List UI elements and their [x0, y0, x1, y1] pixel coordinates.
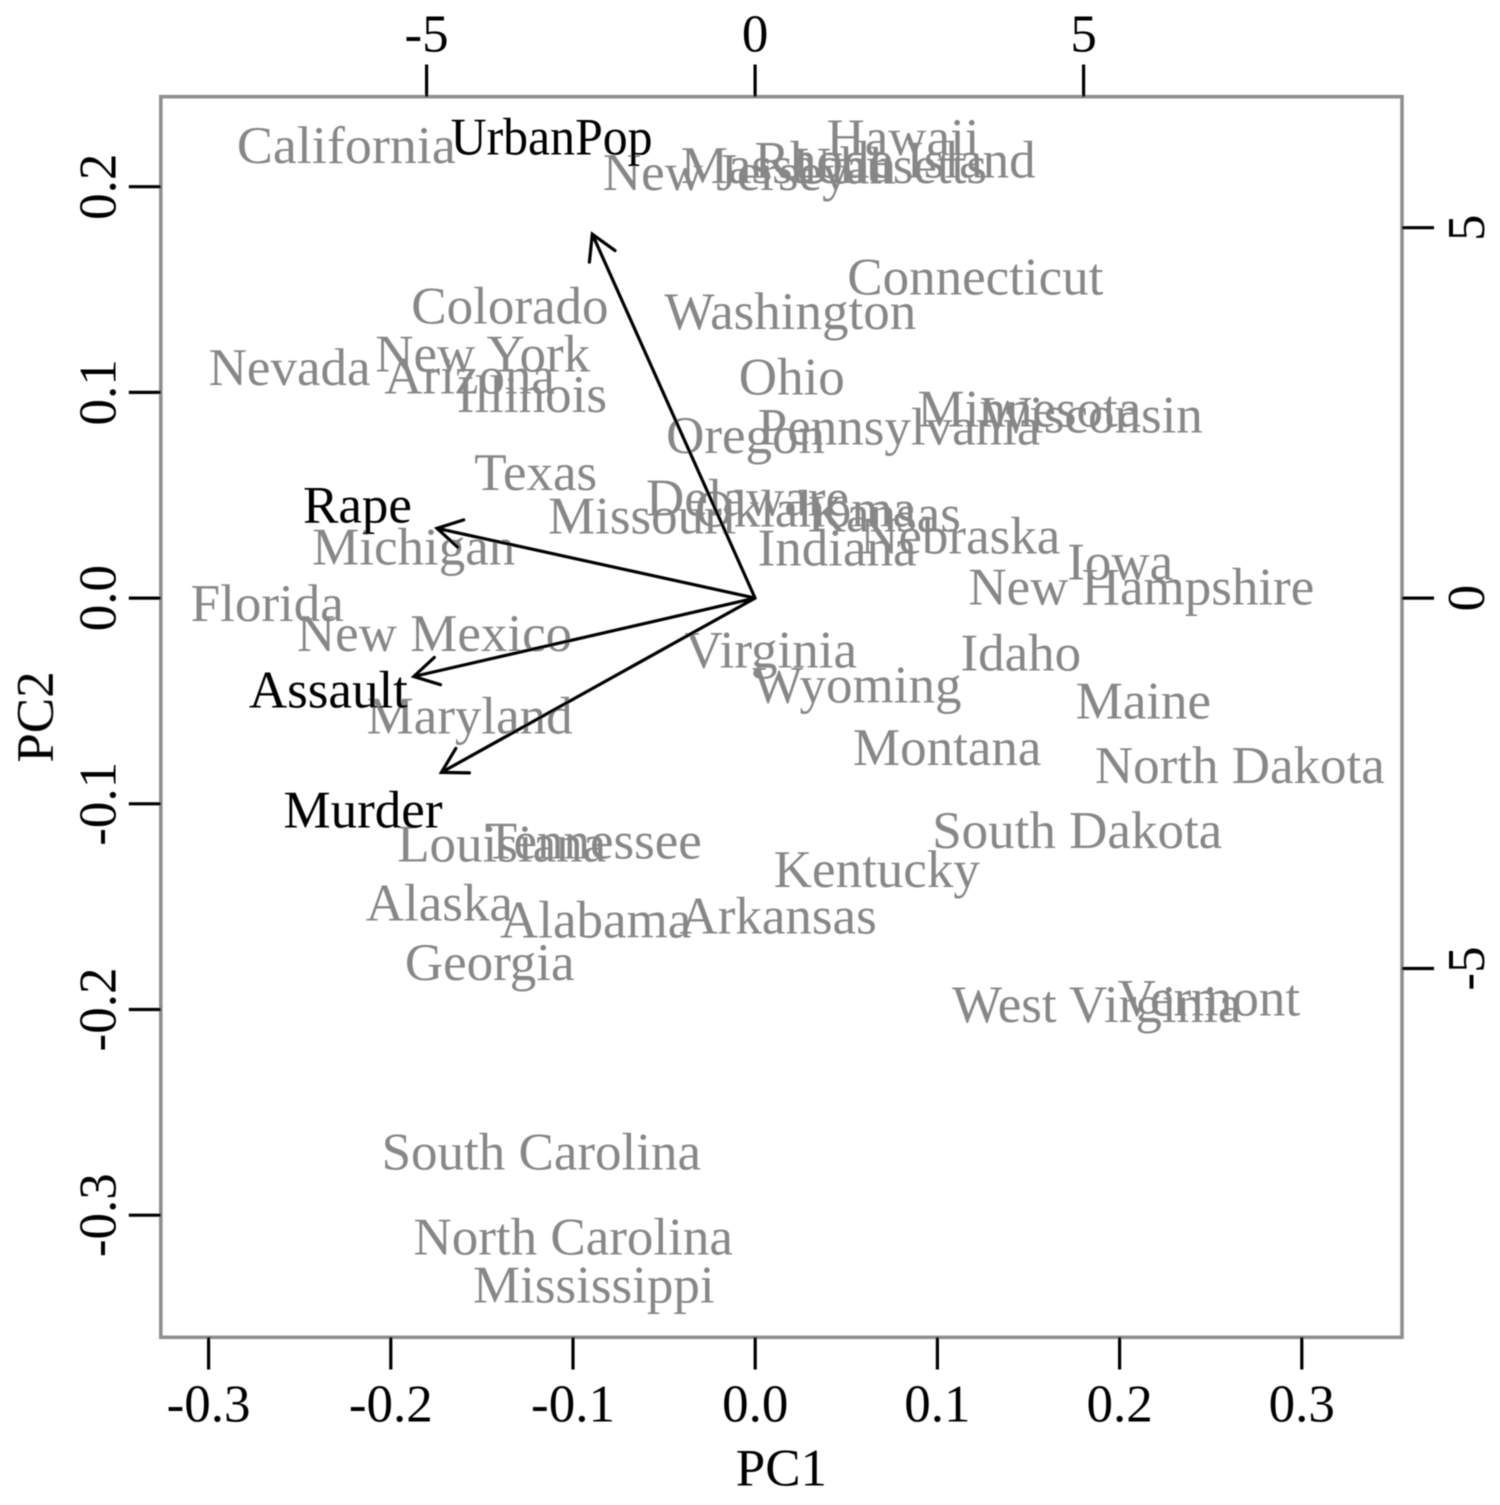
svg-text:South Dakota: South Dakota: [932, 802, 1222, 860]
svg-text:Idaho: Idaho: [960, 625, 1081, 683]
svg-text:PC1: PC1: [736, 1440, 827, 1498]
svg-text:Connecticut: Connecticut: [847, 248, 1103, 306]
svg-text:Colorado: Colorado: [411, 278, 608, 336]
svg-text:5: 5: [1070, 6, 1097, 64]
svg-text:-0.3: -0.3: [70, 1173, 128, 1257]
svg-text:Arizona: Arizona: [384, 348, 555, 406]
svg-text:Maine: Maine: [1076, 673, 1211, 731]
svg-text:New Jersey: New Jersey: [603, 144, 849, 202]
svg-text:Massachusetts: Massachusetts: [681, 137, 987, 195]
svg-text:Michigan: Michigan: [312, 519, 515, 577]
svg-text:Washington: Washington: [664, 283, 916, 341]
svg-text:UrbanPop: UrbanPop: [451, 109, 653, 167]
svg-text:Utah: Utah: [793, 138, 896, 196]
svg-text:0.1: 0.1: [70, 359, 128, 425]
svg-text:Texas: Texas: [474, 444, 597, 502]
svg-text:Arkansas: Arkansas: [679, 888, 876, 946]
svg-text:Florida: Florida: [191, 575, 344, 633]
svg-text:0: 0: [1438, 585, 1496, 612]
svg-text:-5: -5: [405, 6, 449, 64]
svg-text:Iowa: Iowa: [1067, 534, 1173, 592]
svg-text:Delaware: Delaware: [646, 469, 849, 527]
svg-text:-5: -5: [1438, 946, 1496, 990]
svg-text:Pennsylvania: Pennsylvania: [758, 398, 1041, 456]
svg-text:Vermont: Vermont: [1118, 970, 1301, 1028]
svg-text:South Carolina: South Carolina: [382, 1123, 701, 1181]
svg-text:Oklahoma: Oklahoma: [695, 480, 916, 538]
svg-text:Nevada: Nevada: [209, 339, 371, 397]
svg-text:Indiana: Indiana: [758, 520, 917, 578]
svg-text:Assault: Assault: [249, 662, 408, 720]
svg-text:-0.2: -0.2: [70, 968, 128, 1052]
svg-text:New Hampshire: New Hampshire: [968, 558, 1314, 616]
svg-text:-0.2: -0.2: [349, 1376, 433, 1434]
svg-text:0.0: 0.0: [70, 565, 128, 631]
svg-text:Missouri: Missouri: [548, 487, 736, 545]
svg-text:New Mexico: New Mexico: [297, 605, 572, 663]
svg-text:Mississippi: Mississippi: [473, 1257, 715, 1315]
svg-text:Wyoming: Wyoming: [753, 657, 962, 715]
svg-text:Alaska: Alaska: [366, 874, 513, 932]
svg-text:Georgia: Georgia: [405, 934, 575, 992]
svg-text:North Carolina: North Carolina: [413, 1209, 732, 1267]
svg-text:Kansas: Kansas: [808, 485, 961, 543]
svg-text:Rhode Island: Rhode Island: [755, 132, 1036, 190]
svg-text:Kentucky: Kentucky: [774, 841, 981, 899]
svg-text:Maryland: Maryland: [367, 687, 573, 745]
svg-text:-0.1: -0.1: [70, 762, 128, 846]
svg-text:Nebraska: Nebraska: [860, 508, 1060, 566]
svg-text:Montana: Montana: [853, 719, 1041, 777]
svg-text:Ohio: Ohio: [739, 349, 845, 407]
svg-text:Murder: Murder: [284, 782, 443, 840]
svg-text:Louisiana: Louisiana: [397, 816, 606, 874]
svg-text:California: California: [237, 117, 456, 175]
svg-text:PC2: PC2: [7, 671, 65, 762]
svg-text:0.1: 0.1: [904, 1376, 970, 1434]
svg-text:0.0: 0.0: [722, 1376, 788, 1434]
svg-text:0.3: 0.3: [1269, 1376, 1335, 1434]
svg-text:-0.3: -0.3: [167, 1376, 251, 1434]
svg-text:5: 5: [1438, 214, 1496, 241]
svg-text:-0.1: -0.1: [531, 1376, 615, 1434]
svg-text:Alabama: Alabama: [500, 892, 691, 950]
svg-text:Minnesota: Minnesota: [918, 381, 1142, 439]
svg-text:North Dakota: North Dakota: [1095, 737, 1385, 795]
svg-text:0.2: 0.2: [70, 154, 128, 220]
svg-text:Illinois: Illinois: [457, 366, 607, 424]
svg-text:West Virginia: West Virginia: [952, 976, 1241, 1034]
svg-text:Wisconsin: Wisconsin: [981, 387, 1203, 445]
svg-text:New York: New York: [375, 325, 590, 383]
svg-text:0: 0: [742, 6, 769, 64]
svg-text:Tennessee: Tennessee: [485, 813, 702, 871]
svg-text:Rape: Rape: [303, 476, 412, 534]
svg-text:Hawaii: Hawaii: [826, 109, 979, 167]
svg-text:0.2: 0.2: [1086, 1376, 1152, 1434]
svg-text:Virginia: Virginia: [685, 621, 857, 679]
